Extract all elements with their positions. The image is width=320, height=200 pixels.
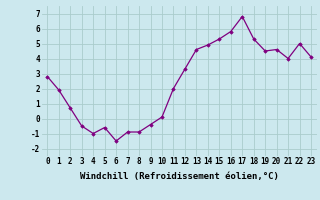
X-axis label: Windchill (Refroidissement éolien,°C): Windchill (Refroidissement éolien,°C) <box>80 172 279 181</box>
